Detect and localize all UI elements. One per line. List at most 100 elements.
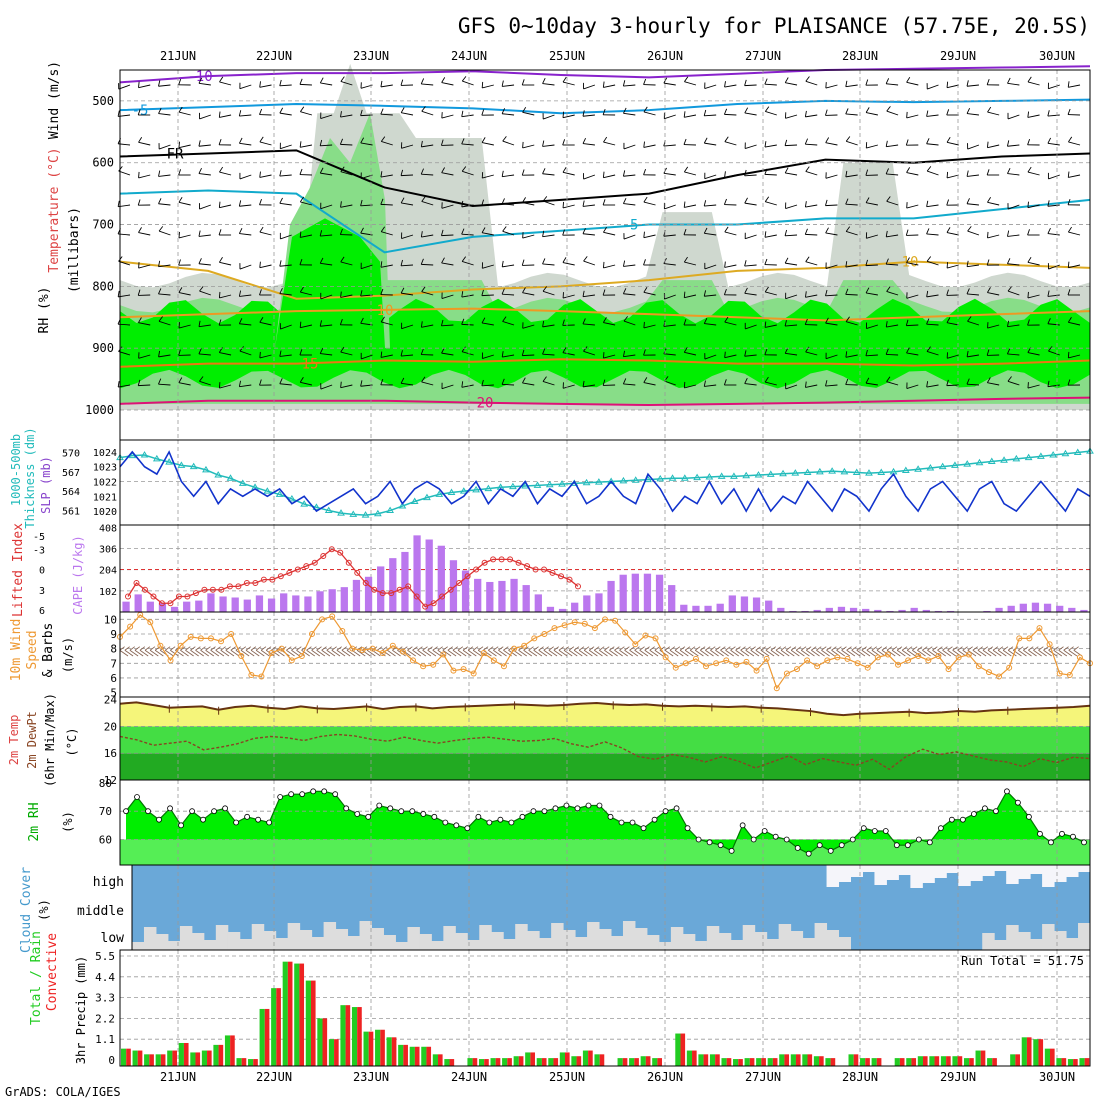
wind-barb-flag [218,201,221,208]
wind-barb [320,172,333,176]
li-point [515,559,522,566]
wind-speed-point [329,613,336,620]
precip-total-bar [802,1054,808,1066]
wind-barb-flag [906,167,911,173]
wind-barb [710,649,719,657]
wind-barb-flag [340,346,345,353]
temp-tick: 16 [104,747,117,760]
wind-barb-flag [901,646,908,651]
ylabel-wind-2: Speed [25,630,40,669]
wind-barb-flag [723,288,727,295]
wind-barb-flag [467,646,474,651]
precip-convective-bar [299,963,305,1066]
precip-total-bar [963,1058,970,1066]
wind-barb [724,174,737,178]
wind-barb [320,144,333,147]
wind-barb-flag [523,646,529,651]
wind-barb-flag [885,258,889,265]
low-cloud-gap [994,940,1007,950]
wind-barb-flag [1002,646,1009,651]
wind-barb [158,293,171,296]
wind-barb-flag [420,348,424,355]
wind-barb [664,649,674,657]
precip-total-bar [698,1054,704,1066]
wind-barb-flag [831,646,837,651]
rh-point [1037,830,1043,837]
wind-barb [865,382,878,386]
wind-barb [239,233,252,236]
rh-point [673,805,680,812]
wind-barb [563,384,575,389]
wind-barb-flag [986,78,990,85]
wind-barb-flag [461,381,464,388]
thickness-point [840,467,849,475]
wind-barb [422,649,432,657]
cape-bar [934,610,943,612]
wind-barb [441,262,454,266]
wind-barb-flag [299,78,303,85]
precip-total-bar [709,1054,716,1066]
date-label-bottom: 30JUN [1039,1070,1075,1084]
wind-barb-flag [723,198,727,205]
wind-barb [568,649,578,657]
precip-total-bar [1010,1054,1016,1066]
wind-barb-flag [917,646,923,651]
li-point [133,580,140,586]
wind-barb [841,649,851,657]
wind-barb [360,294,373,297]
wind-barb [987,111,1000,116]
wind-barb [178,234,191,239]
cape-bar [571,602,579,612]
wind-barb [906,81,919,86]
wind-barb [1068,141,1081,146]
thickness-point [300,500,309,507]
thickness-point [901,466,910,474]
wind-barb-flag [622,350,626,357]
high-cloud-gap [994,865,1007,871]
wind-barb [220,649,230,657]
wind-barb-flag [594,646,600,651]
wind-barb-flag [400,169,404,176]
wind-barb-flag [1027,319,1030,326]
wind-barb-flag [932,646,938,651]
wind-barb-flag [715,646,721,651]
wind-barb [158,113,171,116]
wind-speed-point [612,617,619,624]
wind-barb-flag [501,108,506,114]
wind-barb [300,144,313,148]
wind-barb [942,649,952,657]
wind-barb-flag [472,646,479,651]
wind-barb-flag [805,291,807,298]
li-point [175,593,182,600]
date-label-bottom: 26JUN [647,1070,683,1084]
wind-barb [138,384,151,387]
wind-barb-flag [319,257,324,264]
ylabel-millibars: (millibars) [67,207,82,293]
wind-barb [542,83,555,86]
wind-barb-flag [967,646,973,651]
wind-barb-flag [195,646,201,651]
wind-barb-flag [144,646,151,651]
wind-barb [1047,323,1060,326]
wind-barb-flag [926,318,930,325]
thickness-point [324,506,333,514]
wind-barb-flag [360,137,365,144]
wind-barb-flag [845,288,849,295]
wind-barb [663,234,676,237]
wind-speed-point [1066,672,1073,679]
precip-convective-bar [819,1056,824,1066]
wind-speed-point [773,685,780,692]
wind-barb [966,84,979,87]
low-cloud-gap [814,923,828,950]
wind-barb-flag [764,196,770,202]
wind-barb [805,261,818,266]
li-point [125,593,131,600]
wind-barb-flag [905,139,909,146]
wind-barb [320,353,333,356]
wind-barb-flag [966,170,969,177]
wind-barb-flag [845,198,849,205]
ylabel-wind-unit: (m/s) [61,637,75,673]
wind-barb [724,264,737,268]
rh-point [993,808,999,815]
wind-barb [300,291,313,296]
